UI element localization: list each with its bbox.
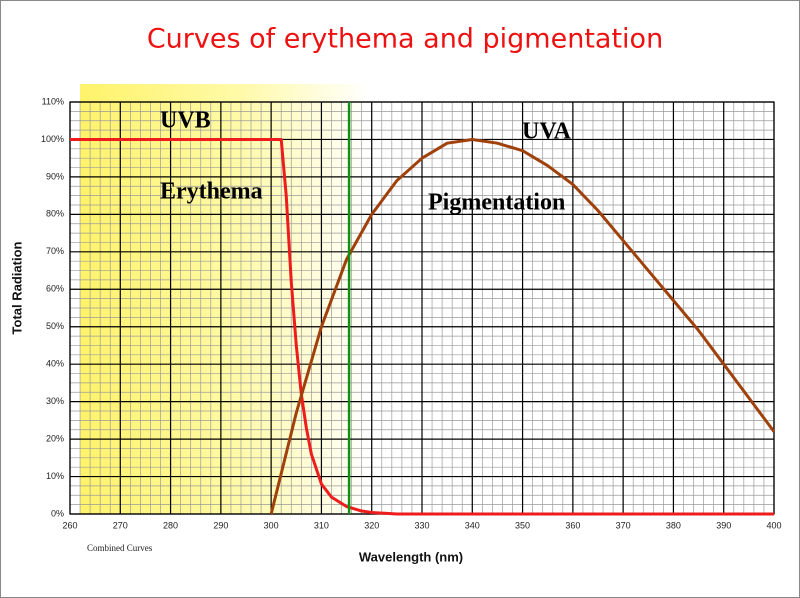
y-tick-label: 0% [51, 508, 64, 518]
x-tick-label: 270 [113, 520, 128, 530]
x-tick-label: 320 [364, 520, 379, 530]
y-tick-label: 110% [42, 96, 64, 106]
annotation: UVA [522, 119, 572, 145]
x-tick-label: 290 [213, 520, 228, 530]
x-tick-label: 390 [716, 520, 731, 530]
x-tick-label: 370 [616, 520, 631, 530]
y-tick-label: 50% [46, 321, 64, 331]
x-tick-label: 380 [666, 520, 681, 530]
y-tick-label: 80% [46, 209, 64, 219]
y-tick-label: 20% [46, 433, 64, 443]
y-tick-label: 70% [46, 246, 64, 256]
x-tick-label: 340 [465, 520, 480, 530]
note: Combined Curves [87, 543, 153, 553]
x-tick-label: 260 [62, 520, 77, 530]
series-label: Erythema [160, 179, 263, 205]
y-tick-label: 60% [46, 284, 64, 294]
x-tick-label: 300 [264, 520, 279, 530]
series-label: Pigmentation [428, 190, 565, 216]
y-tick-label: 40% [46, 359, 64, 369]
annotation: UVB [160, 108, 211, 134]
x-tick-label: 330 [414, 520, 429, 530]
y-tick-label: 30% [46, 396, 64, 406]
x-axis-label: Wavelength (nm) [359, 549, 463, 564]
y-tick-label: 100% [41, 134, 64, 144]
y-axis-label: Total Radiation [9, 241, 24, 334]
x-tick-label: 400 [766, 520, 781, 530]
x-tick-label: 310 [314, 520, 329, 530]
series-line [70, 137, 774, 516]
series-line [269, 137, 776, 515]
x-tick-label: 280 [163, 520, 178, 530]
chart-title: Curves of erythema and pigmentation [147, 24, 663, 55]
x-tick-label: 350 [515, 520, 530, 530]
y-tick-label: 90% [46, 171, 64, 181]
x-tick-label: 360 [565, 520, 580, 530]
y-tick-label: 10% [46, 471, 64, 481]
